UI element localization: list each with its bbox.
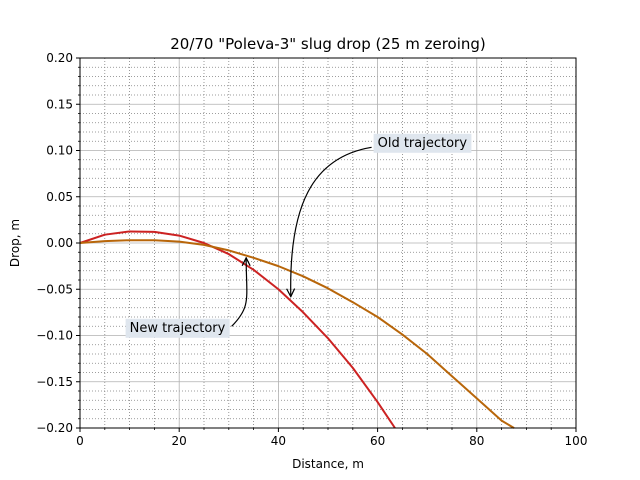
annotation-arrow-1	[231, 258, 247, 327]
y-tick-label: 0.15	[46, 97, 73, 111]
x-tick-label: 60	[370, 434, 385, 448]
y-axis-label: Drop, m	[8, 219, 22, 267]
y-axis-ticks: 0.20 0.15 0.10 0.05 0.00 −0.05 −0.10 −0.15 −0.20	[36, 51, 80, 435]
y-tick-label: 0.20	[46, 51, 73, 65]
annotation-box-1	[125, 318, 230, 338]
y-tick-label: −0.05	[36, 282, 73, 296]
x-tick-label: 40	[271, 434, 286, 448]
chart-title: 20/70 "Poleva-3" slug drop (25 m zeroing…	[170, 35, 486, 53]
annotation-label-1: New trajectory	[130, 321, 226, 336]
y-tick-label: −0.10	[36, 329, 73, 343]
y-tick-label: −0.15	[36, 375, 73, 389]
major-grid	[79, 57, 577, 429]
annotation-box-2	[373, 133, 472, 153]
y-tick-label: 0.10	[46, 144, 73, 158]
annotation-label-2: Old trajectory	[378, 136, 468, 151]
series-line-1	[79, 230, 396, 429]
y-tick-label: −0.20	[36, 421, 73, 435]
x-axis-ticks: 0 20 40 60 80 100	[76, 428, 587, 448]
x-axis-label: Distance, m	[292, 457, 364, 471]
series-lines	[79, 230, 515, 429]
series-line-2	[79, 239, 515, 429]
x-tick-label: 80	[469, 434, 484, 448]
y-tick-label: 0.00	[46, 236, 73, 250]
y-tick-label: 0.05	[46, 190, 73, 204]
x-tick-label: 100	[565, 434, 588, 448]
annotations: New trajectory Old trajectory	[125, 133, 472, 338]
annotation-arrow-2	[291, 146, 372, 296]
x-tick-label: 20	[172, 434, 187, 448]
x-tick-label: 0	[76, 434, 84, 448]
